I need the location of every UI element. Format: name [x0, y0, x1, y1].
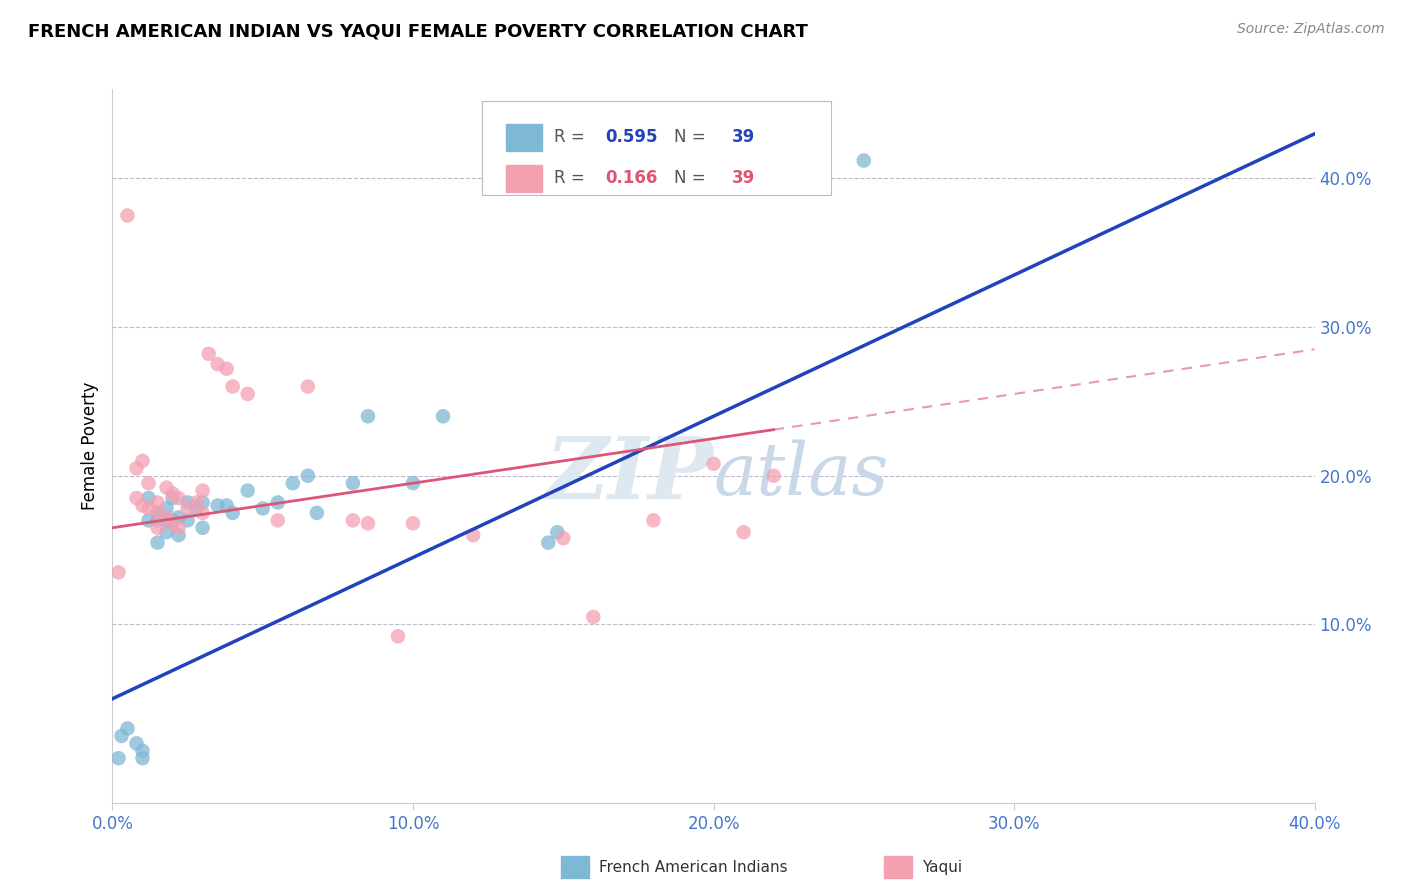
Point: [402, 476, 425, 491]
Bar: [506, 165, 541, 192]
Point: [155, 481, 177, 495]
Point: [553, 531, 575, 545]
Point: [176, 495, 198, 509]
Point: [138, 476, 160, 491]
Point: [167, 521, 190, 535]
Point: [582, 610, 605, 624]
Point: [110, 729, 132, 743]
Point: [131, 454, 153, 468]
Point: [267, 513, 290, 527]
Point: [643, 513, 665, 527]
Point: [222, 379, 245, 393]
Point: [146, 495, 169, 509]
Text: French American Indians: French American Indians: [599, 860, 787, 874]
Point: [162, 486, 184, 500]
Point: [146, 513, 169, 527]
Point: [138, 513, 160, 527]
Point: [297, 379, 319, 393]
Point: [357, 516, 380, 531]
Point: [155, 510, 177, 524]
Point: [117, 722, 139, 736]
Text: FRENCH AMERICAN INDIAN VS YAQUI FEMALE POVERTY CORRELATION CHART: FRENCH AMERICAN INDIAN VS YAQUI FEMALE P…: [28, 22, 808, 40]
Point: [125, 491, 148, 505]
Text: 0.166: 0.166: [606, 169, 658, 186]
Point: [155, 513, 177, 527]
Point: [167, 510, 190, 524]
Point: [267, 495, 290, 509]
Point: [207, 357, 229, 371]
Point: [176, 501, 198, 516]
Point: [852, 153, 875, 168]
Text: ZIP: ZIP: [546, 433, 713, 516]
Point: [125, 461, 148, 475]
Text: 0.595: 0.595: [606, 128, 658, 145]
Point: [155, 501, 177, 516]
Point: [162, 491, 184, 505]
Point: [138, 501, 160, 516]
Point: [762, 468, 785, 483]
Point: [236, 387, 259, 401]
Point: [107, 751, 129, 765]
Y-axis label: Female Poverty: Female Poverty: [82, 382, 100, 510]
Point: [125, 736, 148, 750]
Point: [197, 347, 219, 361]
Point: [215, 499, 238, 513]
Point: [342, 513, 364, 527]
Point: [222, 506, 245, 520]
Point: [176, 513, 198, 527]
Point: [305, 506, 328, 520]
Point: [146, 506, 169, 520]
Point: [167, 491, 190, 505]
Bar: [506, 124, 541, 151]
Point: [461, 528, 484, 542]
Point: [186, 495, 208, 509]
Text: Source: ZipAtlas.com: Source: ZipAtlas.com: [1237, 22, 1385, 37]
Point: [342, 476, 364, 491]
Point: [297, 468, 319, 483]
Text: atlas: atlas: [713, 439, 889, 510]
Text: R =: R =: [554, 128, 589, 145]
Point: [281, 476, 304, 491]
Point: [131, 751, 153, 765]
Point: [191, 495, 214, 509]
Point: [155, 525, 177, 540]
Point: [131, 744, 153, 758]
Point: [146, 506, 169, 520]
Point: [402, 516, 425, 531]
Point: [191, 506, 214, 520]
Point: [131, 499, 153, 513]
Point: [236, 483, 259, 498]
Text: N =: N =: [673, 169, 711, 186]
Point: [537, 535, 560, 549]
Point: [252, 501, 274, 516]
Point: [191, 521, 214, 535]
Point: [146, 521, 169, 535]
Point: [432, 409, 454, 424]
Text: 39: 39: [731, 169, 755, 186]
Point: [146, 535, 169, 549]
Text: R =: R =: [554, 169, 589, 186]
Point: [117, 209, 139, 223]
Text: 39: 39: [731, 128, 755, 145]
Point: [733, 525, 755, 540]
Text: Yaqui: Yaqui: [922, 860, 963, 874]
Point: [387, 629, 409, 643]
Point: [167, 528, 190, 542]
Point: [702, 457, 725, 471]
Text: N =: N =: [673, 128, 711, 145]
Point: [162, 513, 184, 527]
Point: [207, 499, 229, 513]
Point: [107, 566, 129, 580]
FancyBboxPatch shape: [481, 102, 831, 194]
Point: [191, 483, 214, 498]
Point: [138, 491, 160, 505]
Point: [546, 525, 568, 540]
Point: [186, 501, 208, 516]
Point: [357, 409, 380, 424]
Point: [215, 361, 238, 376]
Point: [162, 516, 184, 531]
